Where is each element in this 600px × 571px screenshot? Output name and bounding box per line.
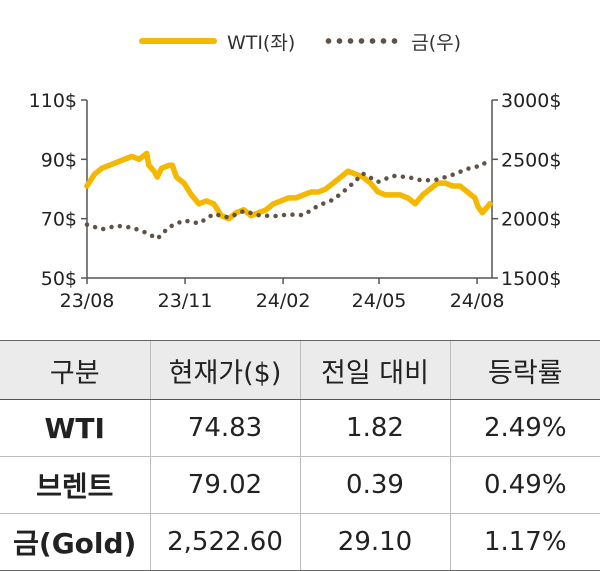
table-row: 브렌트 79.02 0.39 0.49% [0, 457, 600, 514]
table-header-row: 구분 현재가($) 전일 대비 등락률 [0, 341, 600, 400]
x-tick-label: 23/08 [60, 290, 115, 312]
y-right-tick-label: 2000$ [501, 209, 561, 231]
table-cell: 1.17% [450, 514, 600, 571]
legend-label-gold: 금(우) [411, 28, 461, 55]
table-row-label: WTI [0, 400, 150, 457]
y-left-tick-label: 50$ [41, 268, 77, 290]
x-tick-label: 24/02 [256, 290, 311, 312]
table-cell: 29.10 [300, 514, 450, 571]
table-row: WTI 74.83 1.82 2.49% [0, 400, 600, 457]
price-table: 구분 현재가($) 전일 대비 등락률 WTI 74.83 1.82 2.49%… [0, 340, 600, 571]
table-header-cell: 현재가($) [150, 341, 300, 400]
table-cell: 79.02 [150, 457, 300, 514]
table-cell: 74.83 [150, 400, 300, 457]
x-tick-label: 24/05 [352, 290, 407, 312]
legend-swatch-gold [323, 38, 401, 44]
table-header-cell: 전일 대비 [300, 341, 450, 400]
y-right-tick-label: 1500$ [501, 268, 561, 290]
table-row-label: 브렌트 [0, 457, 150, 514]
table-cell: 0.39 [300, 457, 450, 514]
legend-item-gold: 금(우) [323, 28, 461, 55]
table-row: 금(Gold) 2,522.60 29.10 1.17% [0, 514, 600, 571]
series-line-wti [87, 153, 490, 218]
table-header-cell: 구분 [0, 341, 150, 400]
table-cell: 2,522.60 [150, 514, 300, 571]
legend-item-wti: WTI(좌) [139, 28, 295, 55]
chart-legend: WTI(좌) 금(우) [0, 26, 600, 56]
table-header-cell: 등락률 [450, 341, 600, 400]
legend-swatch-wti [139, 38, 217, 44]
y-left-tick-label: 110$ [29, 90, 77, 112]
legend-label-wti: WTI(좌) [227, 28, 295, 55]
y-right-tick-label: 3000$ [501, 90, 561, 112]
x-tick-label: 24/08 [450, 290, 505, 312]
y-left-tick-label: 70$ [41, 209, 77, 231]
x-tick-label: 23/11 [158, 290, 213, 312]
table-cell: 1.82 [300, 400, 450, 457]
table-cell: 2.49% [450, 400, 600, 457]
table-row-label: 금(Gold) [0, 514, 150, 571]
table-cell: 0.49% [450, 457, 600, 514]
y-right-tick-label: 2500$ [501, 149, 561, 171]
y-left-tick-label: 90$ [41, 149, 77, 171]
